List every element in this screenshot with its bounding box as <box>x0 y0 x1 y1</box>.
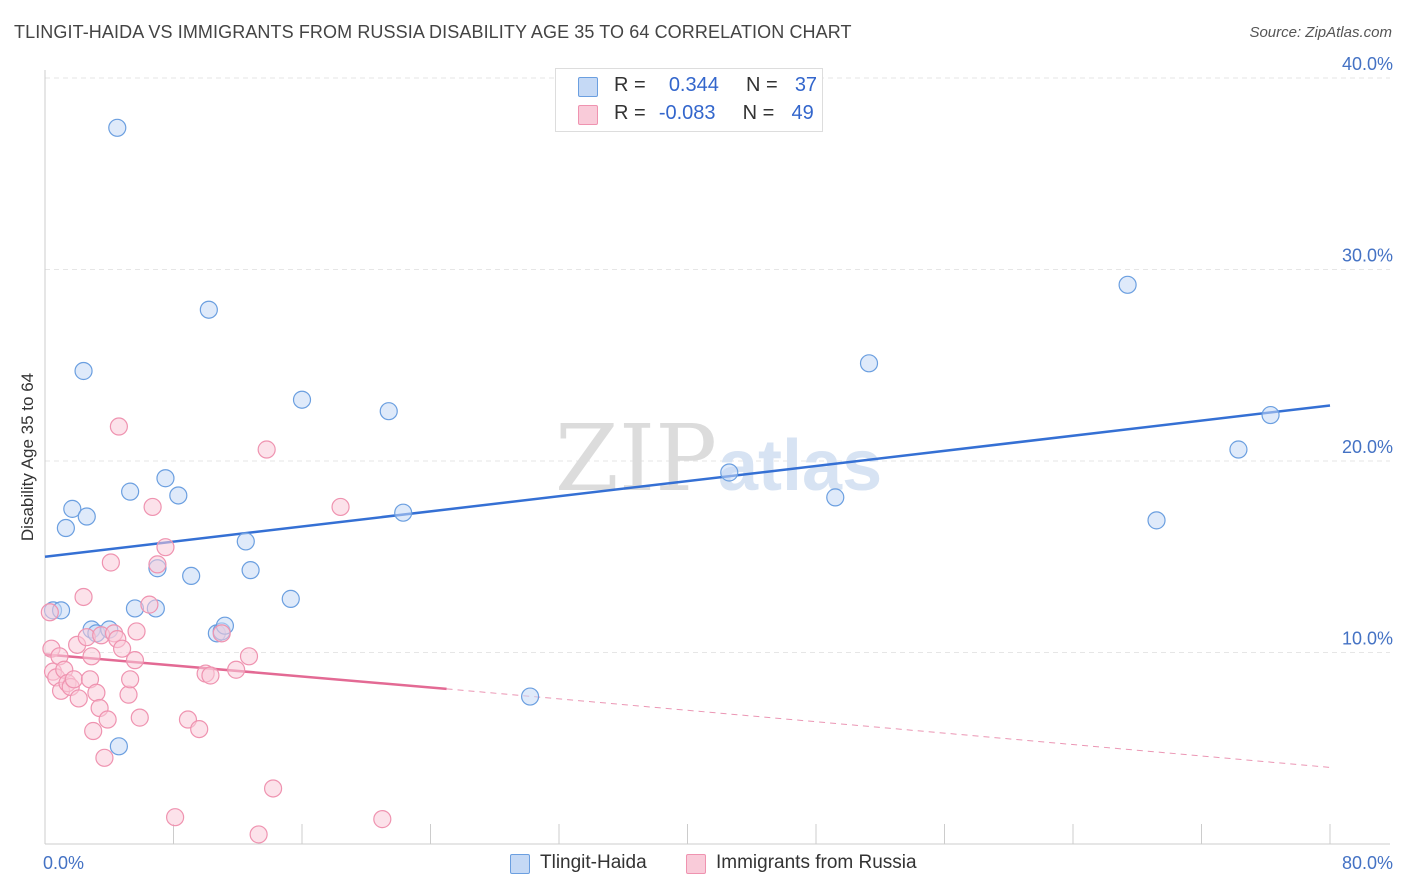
point-tlingit-haida <box>109 737 128 756</box>
legend-swatch-blue <box>578 77 598 97</box>
legend-r-value: -0.083 <box>658 102 716 124</box>
y-tick-label: 20.0% <box>1342 437 1393 457</box>
point-immigrants-russia <box>249 825 268 844</box>
point-immigrants-russia <box>74 587 93 607</box>
point-immigrants-russia <box>227 660 246 679</box>
point-immigrants-russia <box>166 808 185 827</box>
point-tlingit-haida <box>1261 405 1280 425</box>
point-tlingit-haida <box>1118 275 1137 294</box>
legend-swatch-pink <box>578 105 598 125</box>
trend-line-immigrants-russia <box>44 653 447 691</box>
legend-n-value: 49 <box>791 102 814 124</box>
point-tlingit-haida <box>520 687 540 706</box>
point-immigrants-russia <box>84 721 103 741</box>
point-tlingit-haida <box>859 354 879 373</box>
point-immigrants-russia <box>112 639 132 658</box>
bottom-legend-label: Tlingit-Haida <box>540 852 647 873</box>
legend-r-value: 0.344 <box>668 74 719 96</box>
point-tlingit-haida <box>108 118 127 137</box>
point-tlingit-haida <box>77 507 96 526</box>
point-tlingit-haida <box>236 532 255 551</box>
point-immigrants-russia <box>109 417 128 436</box>
point-immigrants-russia <box>101 553 120 572</box>
legend-n-label: N = <box>746 74 778 96</box>
legend-r-label: R = <box>614 74 646 96</box>
point-immigrants-russia <box>156 538 175 557</box>
y-tick-label: 10.0% <box>1342 629 1393 649</box>
point-immigrants-russia <box>190 719 209 739</box>
point-immigrants-russia <box>148 555 167 574</box>
point-immigrants-russia <box>212 624 231 643</box>
point-tlingit-haida <box>1229 440 1248 459</box>
point-immigrants-russia <box>373 810 392 829</box>
point-tlingit-haida <box>169 486 188 505</box>
point-tlingit-haida <box>63 499 82 518</box>
point-tlingit-haida <box>292 390 312 409</box>
bottom-legend-swatch-pink <box>686 854 706 874</box>
point-tlingit-haida <box>156 469 175 488</box>
data-points <box>40 118 1280 844</box>
bottom-legend-swatch-blue <box>510 854 530 874</box>
point-immigrants-russia <box>201 666 220 685</box>
point-tlingit-haida <box>379 402 398 421</box>
point-immigrants-russia <box>125 651 145 670</box>
point-immigrants-russia <box>82 647 101 666</box>
point-immigrants-russia <box>121 670 140 689</box>
point-immigrants-russia <box>64 670 84 689</box>
point-tlingit-haida <box>121 482 140 501</box>
legend-r-label: R = <box>614 102 646 124</box>
stats-legend: R = 0.344 N = 37 R = -0.083 N = 49 <box>555 68 823 132</box>
point-immigrants-russia <box>40 603 59 622</box>
point-immigrants-russia <box>140 595 159 614</box>
trend-lines <box>44 404 1331 768</box>
point-immigrants-russia <box>143 497 162 517</box>
y-axis-label: Disability Age 35 to 64 <box>18 373 37 541</box>
point-immigrants-russia <box>87 683 106 702</box>
grid-lines <box>45 77 1390 653</box>
point-immigrants-russia <box>69 689 88 708</box>
bottom-legend-label: Immigrants from Russia <box>716 852 917 873</box>
point-immigrants-russia <box>119 685 138 704</box>
point-tlingit-haida <box>394 503 413 522</box>
point-tlingit-haida <box>1147 511 1166 530</box>
point-tlingit-haida <box>241 561 260 580</box>
point-tlingit-haida <box>56 518 75 538</box>
point-tlingit-haida <box>720 463 739 482</box>
source-label: Source: ZipAtlas.com <box>1249 24 1392 41</box>
point-immigrants-russia <box>127 622 146 641</box>
point-immigrants-russia <box>331 497 350 517</box>
point-tlingit-haida <box>281 589 300 608</box>
y-tick-label: 30.0% <box>1342 246 1393 266</box>
x-tick-label-min: 0.0% <box>43 853 84 873</box>
point-immigrants-russia <box>95 748 114 767</box>
watermark-atlas: atlas <box>718 426 882 506</box>
tick-labels: 10.0% 20.0% 30.0% 40.0% 0.0% 80.0% <box>43 54 1393 873</box>
point-immigrants-russia <box>263 779 283 798</box>
watermark-zip: ZIP <box>555 405 717 512</box>
point-immigrants-russia <box>239 647 259 666</box>
legend-n-value: 37 <box>794 74 818 96</box>
point-immigrants-russia <box>98 710 117 729</box>
legend-n-label: N = <box>742 102 775 124</box>
point-immigrants-russia <box>130 708 149 727</box>
point-tlingit-haida <box>74 361 93 381</box>
y-tick-label: 40.0% <box>1342 54 1393 74</box>
point-tlingit-haida <box>826 488 845 507</box>
trend-line-immigrants-russia-extrapolated <box>446 688 1331 768</box>
point-immigrants-russia <box>257 440 276 459</box>
chart-title: TLINGIT-HAIDA VS IMMIGRANTS FROM RUSSIA … <box>14 22 852 42</box>
x-tick-label-max: 80.0% <box>1342 853 1393 873</box>
axes <box>44 70 1390 845</box>
trend-line-tlingit-haida <box>44 404 1331 558</box>
point-tlingit-haida <box>199 300 218 319</box>
point-tlingit-haida <box>182 566 201 586</box>
